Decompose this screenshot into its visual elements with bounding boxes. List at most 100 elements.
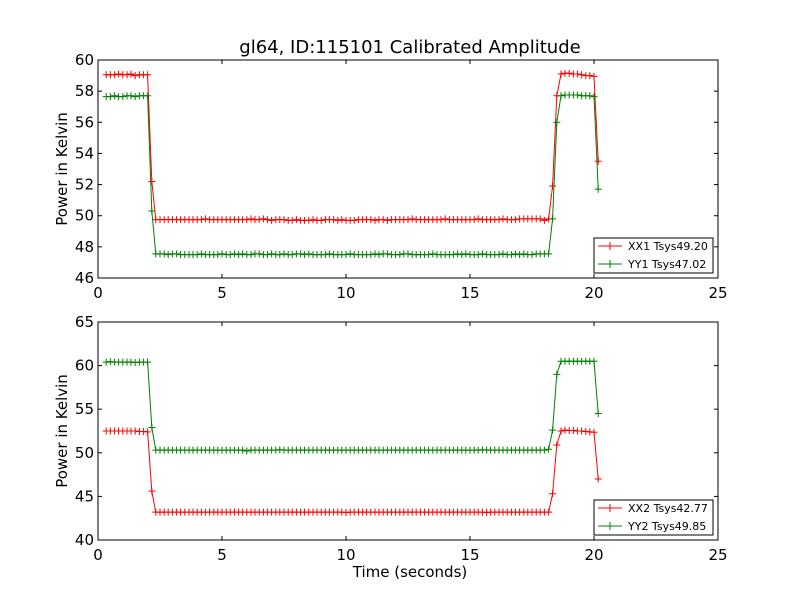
data-point-yy1: [288, 251, 296, 259]
bottom-y-tick-label: 65: [75, 313, 94, 331]
data-point-xx1: [474, 215, 482, 223]
data-point-yy1: [119, 93, 127, 101]
data-point-yy1: [429, 250, 437, 258]
data-point-xx2: [545, 508, 553, 516]
legend-label-yy1: YY1 Tsys47.02: [627, 258, 706, 271]
data-point-yy1: [173, 250, 181, 258]
data-point-xx1: [441, 215, 449, 223]
data-point-yy1: [586, 92, 594, 100]
legend-label-yy2: YY2 Tsys49.85: [627, 520, 706, 533]
data-point-yy1: [553, 118, 561, 126]
data-point-yy2: [553, 370, 561, 378]
data-point-xx1: [350, 216, 358, 224]
bottom-y-tick-label: 55: [75, 400, 94, 418]
top-y-tick-label: 50: [75, 207, 94, 225]
data-point-yy1: [255, 250, 263, 258]
data-point-xx1: [131, 72, 139, 80]
bottom-legend: XX2 Tsys42.77 YY2 Tsys49.85: [593, 499, 714, 536]
data-point-yy1: [516, 251, 524, 259]
data-point-yy1: [383, 250, 391, 258]
data-point-xx1: [557, 70, 565, 78]
top-x-tick-label: 15: [460, 284, 479, 302]
data-point-xx1: [408, 215, 416, 223]
data-point-xx1: [201, 215, 209, 223]
data-point-yy1: [263, 251, 271, 259]
data-point-xx1: [111, 71, 119, 79]
top-tick-layer: 0 5 10 15 20 25 46 48 50 52 54 56 58 60: [75, 51, 728, 302]
top-y-axis-label: Power in Kelvin: [53, 112, 71, 226]
top-y-tick-label: 60: [75, 51, 94, 69]
data-point-xx1: [247, 215, 255, 223]
data-point-xx2: [590, 428, 598, 436]
bottom-legend-box: [593, 499, 714, 536]
data-point-xx1: [148, 177, 156, 185]
bottom-y-tick-label: 60: [75, 357, 94, 375]
top-subplot: 0 5 10 15 20 25 46 48 50 52 54 56 58 60 Power in Kelv…: [53, 51, 728, 302]
bottom-y-tick-label: 40: [75, 531, 94, 549]
top-y-tick-label: 48: [75, 238, 94, 256]
bottom-x-tick-label: 25: [708, 546, 727, 564]
data-point-xx1: [565, 69, 573, 77]
bottom-y-axis-label: Power in Kelvin: [53, 374, 71, 488]
data-point-xx1: [263, 216, 271, 224]
data-point-yy2: [148, 424, 156, 432]
data-point-xx2: [148, 487, 156, 495]
data-point-yy1: [454, 250, 462, 258]
data-point-xx1: [573, 70, 581, 78]
data-point-yy1: [458, 251, 466, 259]
data-point-yy1: [127, 92, 135, 100]
series-xx2: [103, 427, 602, 517]
top-x-tick-label: 10: [336, 284, 355, 302]
data-point-yy1: [148, 207, 156, 215]
data-point-xx2: [557, 427, 565, 435]
data-point-xx1: [292, 216, 300, 224]
data-point-yy1: [449, 251, 457, 259]
data-point-yy2: [594, 410, 602, 418]
data-point-xx1: [115, 70, 123, 78]
data-point-xx2: [594, 475, 602, 483]
data-point-yy1: [549, 215, 557, 223]
data-point-xx1: [280, 216, 288, 224]
data-point-yy1: [499, 250, 507, 258]
data-point-yy1: [478, 250, 486, 258]
top-legend: XX1 Tsys49.20 YY1 Tsys47.02: [593, 237, 714, 274]
data-point-yy2: [144, 358, 152, 366]
legend-marker-xx1: [606, 242, 614, 250]
data-point-yy1: [462, 250, 470, 258]
data-point-yy1: [507, 251, 515, 259]
data-point-yy1: [297, 250, 305, 258]
data-point-yy2: [549, 426, 557, 434]
data-point-yy1: [214, 251, 222, 259]
data-point-xx1: [334, 216, 342, 224]
data-point-xx2: [553, 441, 561, 449]
data-point-yy1: [511, 250, 519, 258]
data-point-yy1: [396, 251, 404, 259]
figure-title: gl64, ID:115101 Calibrated Amplitude: [239, 37, 580, 58]
data-point-xx1: [594, 157, 602, 165]
data-point-yy1: [268, 250, 276, 258]
top-x-tick-label: 20: [584, 284, 603, 302]
data-point-yy1: [301, 251, 309, 259]
bottom-legend-entry-xx2: XX2 Tsys42.77: [598, 502, 708, 515]
data-point-xx1: [371, 216, 379, 224]
data-point-yy1: [325, 250, 333, 258]
data-point-yy1: [276, 251, 284, 259]
data-point-xx1: [470, 216, 478, 224]
data-point-xx1: [259, 215, 267, 223]
top-legend-entry-yy1: YY1 Tsys47.02: [598, 258, 706, 271]
series-yy2: [103, 358, 602, 455]
data-point-xx1: [268, 216, 276, 224]
data-point-xx1: [330, 216, 338, 224]
data-point-xx1: [317, 216, 325, 224]
data-point-yy1: [131, 93, 139, 101]
bottom-x-tick-label: 0: [93, 546, 103, 564]
series-yy1: [103, 92, 602, 259]
bottom-x-tick-label: 20: [584, 546, 603, 564]
data-point-xx1: [367, 216, 375, 224]
data-point-xx1: [127, 70, 135, 78]
top-axes-frame: [97, 59, 719, 279]
data-point-xx1: [511, 216, 519, 224]
data-point-yy2: [590, 357, 598, 365]
top-y-tick-label: 54: [75, 144, 94, 162]
top-x-tick-label: 25: [708, 284, 727, 302]
